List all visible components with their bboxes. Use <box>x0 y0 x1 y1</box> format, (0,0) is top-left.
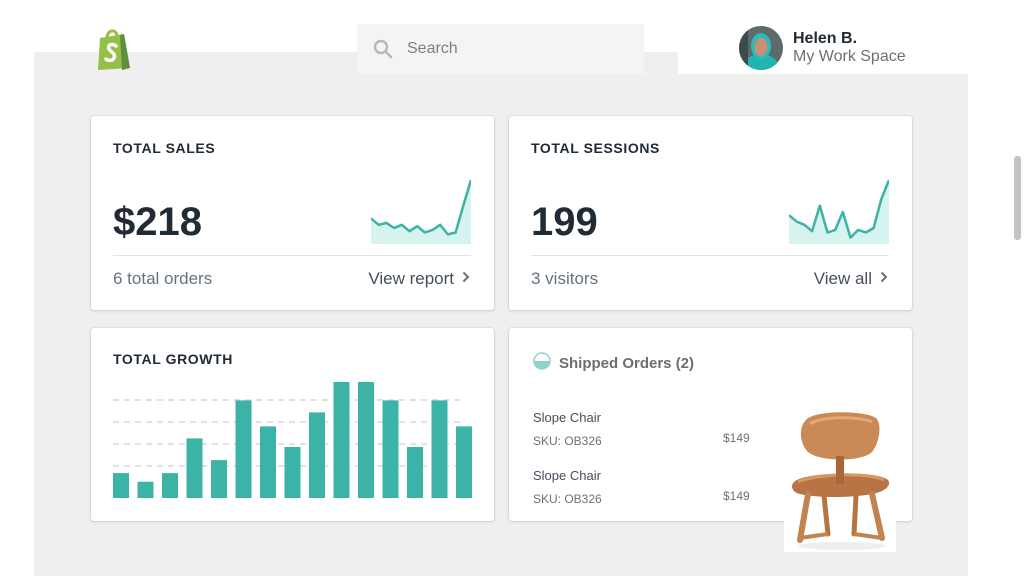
growth-bar <box>456 426 472 498</box>
growth-bar <box>309 412 325 498</box>
growth-bar <box>333 382 350 498</box>
card-title: TOTAL SALES <box>113 140 216 156</box>
growth-bar <box>137 481 154 498</box>
order-name: Slope Chair <box>533 410 601 425</box>
total-sessions-value: 199 <box>531 200 598 244</box>
search-bar[interactable] <box>357 24 644 74</box>
total-sales-card: TOTAL SALES $218 6 total orders View rep… <box>91 116 494 310</box>
order-price: $149 <box>723 431 750 445</box>
scrollbar-thumb[interactable] <box>1014 156 1021 240</box>
growth-bar-chart <box>113 382 472 498</box>
card-title: TOTAL SESSIONS <box>531 140 660 156</box>
total-sessions-card: TOTAL SESSIONS 199 3 visitors View all <box>509 116 912 310</box>
shipped-orders-header[interactable]: Shipped Orders (2) <box>533 352 694 375</box>
total-growth-card: TOTAL GROWTH <box>91 328 494 521</box>
view-all-label: View all <box>813 269 872 288</box>
chevron-right-icon <box>462 270 470 288</box>
growth-bar <box>211 460 227 498</box>
order-item[interactable]: Slope Chair SKU: OB326 <box>533 468 602 506</box>
search-icon <box>373 39 393 59</box>
card-title: TOTAL GROWTH <box>113 351 233 367</box>
divider <box>113 255 471 256</box>
total-sales-value: $218 <box>113 200 202 244</box>
user-profile[interactable]: Helen B. My Work Space <box>739 26 906 70</box>
app-window: Helen B. My Work Space TOTAL SALES $218 … <box>34 0 968 576</box>
growth-bar <box>382 400 399 498</box>
growth-bar <box>358 382 374 498</box>
sparkline-line <box>371 179 471 236</box>
growth-bar <box>235 400 252 498</box>
growth-bar <box>431 400 448 498</box>
sparkline-area <box>371 180 471 244</box>
growth-bar <box>186 438 203 498</box>
visitors-text: 3 visitors <box>531 269 599 288</box>
user-name: Helen B. <box>793 30 858 47</box>
total-orders-text: 6 total orders <box>113 269 213 288</box>
avatar[interactable] <box>739 26 783 70</box>
growth-bar <box>162 473 178 498</box>
shipped-orders-title: Shipped Orders (2) <box>559 355 695 372</box>
half-circle-status-icon <box>533 352 551 375</box>
order-item[interactable]: Slope Chair SKU: OB326 <box>533 410 602 448</box>
view-report-link[interactable]: View report <box>368 269 470 289</box>
order-sku: SKU: OB326 <box>533 492 602 506</box>
shopify-logo-icon[interactable] <box>94 26 134 72</box>
scrollbar-track[interactable] <box>1010 0 1024 576</box>
growth-bar <box>407 447 423 498</box>
sessions-sparkline <box>789 179 889 244</box>
chair-product-image <box>784 408 896 552</box>
view-all-link[interactable]: View all <box>814 269 888 289</box>
search-input[interactable] <box>407 40 627 58</box>
order-sku: SKU: OB326 <box>533 434 602 448</box>
view-report-label: View report <box>368 269 454 288</box>
chevron-right-icon <box>880 270 888 288</box>
divider <box>531 255 889 256</box>
order-price: $149 <box>723 489 750 503</box>
sparkline-area <box>789 180 889 244</box>
growth-bar <box>284 447 301 498</box>
growth-bar <box>113 473 129 498</box>
growth-bar <box>260 426 276 498</box>
sparkline-line <box>789 179 889 239</box>
sales-sparkline <box>371 179 471 244</box>
order-name: Slope Chair <box>533 468 601 483</box>
user-workspace: My Work Space <box>793 48 906 65</box>
